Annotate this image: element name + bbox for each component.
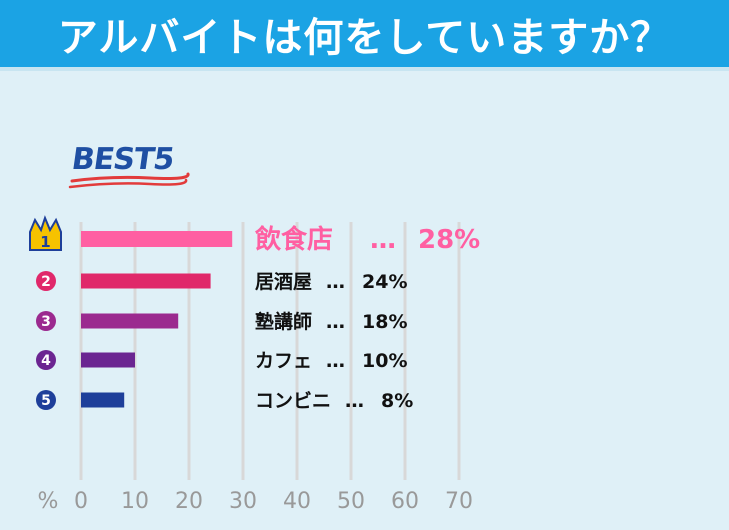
value-label: 10% <box>362 350 407 372</box>
chart-grid <box>79 222 461 480</box>
best5-title: BEST5 <box>69 142 176 177</box>
tick-label: 50 <box>337 489 365 514</box>
tick-label: 20 <box>175 489 203 514</box>
rank-badge: 2 <box>36 271 56 291</box>
bar <box>81 352 135 368</box>
separator: … <box>370 225 396 255</box>
rank-badge: 5 <box>36 390 56 410</box>
rank-badge: 3 <box>36 311 56 331</box>
best-underline-stroke-1 <box>70 172 190 183</box>
unit-label: % <box>38 489 59 514</box>
bar <box>81 273 211 289</box>
tick-label: 10 <box>121 489 149 514</box>
value-label: 18% <box>362 311 407 333</box>
rank-circle <box>36 311 56 331</box>
bar <box>81 231 233 247</box>
tick-label: 40 <box>283 489 311 514</box>
value-label: 24% <box>362 271 407 293</box>
x-axis-ticks: % 0 10 20 30 40 50 60 70 <box>38 489 473 514</box>
bar <box>81 313 179 329</box>
tick-label: 60 <box>391 489 419 514</box>
category-label: 居酒屋 <box>255 271 312 293</box>
rank-number: 2 <box>41 274 51 290</box>
separator: … <box>326 311 345 333</box>
rank-badge: 4 <box>36 350 56 370</box>
rank-badges: 1 2 3 4 5 <box>29 215 62 410</box>
category-label: 塾講師 <box>255 310 312 333</box>
header-strip <box>0 67 729 71</box>
rank-number: 5 <box>41 393 51 409</box>
value-label: 8% <box>381 390 413 412</box>
chart-bars <box>81 231 233 408</box>
tick-label: 70 <box>445 489 473 514</box>
header-bar: アルバイトは何をしていますか？ <box>0 0 729 67</box>
crown-shape <box>29 215 62 251</box>
page-title: アルバイトは何をしていますか？ <box>57 14 672 61</box>
rank-number: 4 <box>41 353 51 369</box>
rank-circle <box>36 390 56 410</box>
separator: … <box>326 350 345 372</box>
category-label: コンビニ <box>255 390 331 412</box>
best-underline <box>68 172 190 189</box>
separator: … <box>326 271 345 293</box>
chart-labels: 飲食店 … 28% 居酒屋 … 24% 塾講師 … 18% カフェ … 10% コンビニ … 8% <box>254 224 480 412</box>
rank-circle <box>36 271 56 291</box>
best-underline-stroke-2 <box>68 178 188 189</box>
crown-rank-1: 1 <box>29 215 62 251</box>
value-label: 28% <box>418 225 480 255</box>
rank-number: 1 <box>40 233 50 251</box>
tick-label: 0 <box>74 489 88 514</box>
category-label: 飲食店 <box>254 224 333 255</box>
separator: … <box>345 390 364 412</box>
tick-label: 30 <box>229 489 257 514</box>
category-label: カフェ <box>255 350 312 372</box>
rank-number: 3 <box>41 314 51 330</box>
bar <box>81 392 125 408</box>
rank-circle <box>36 350 56 370</box>
